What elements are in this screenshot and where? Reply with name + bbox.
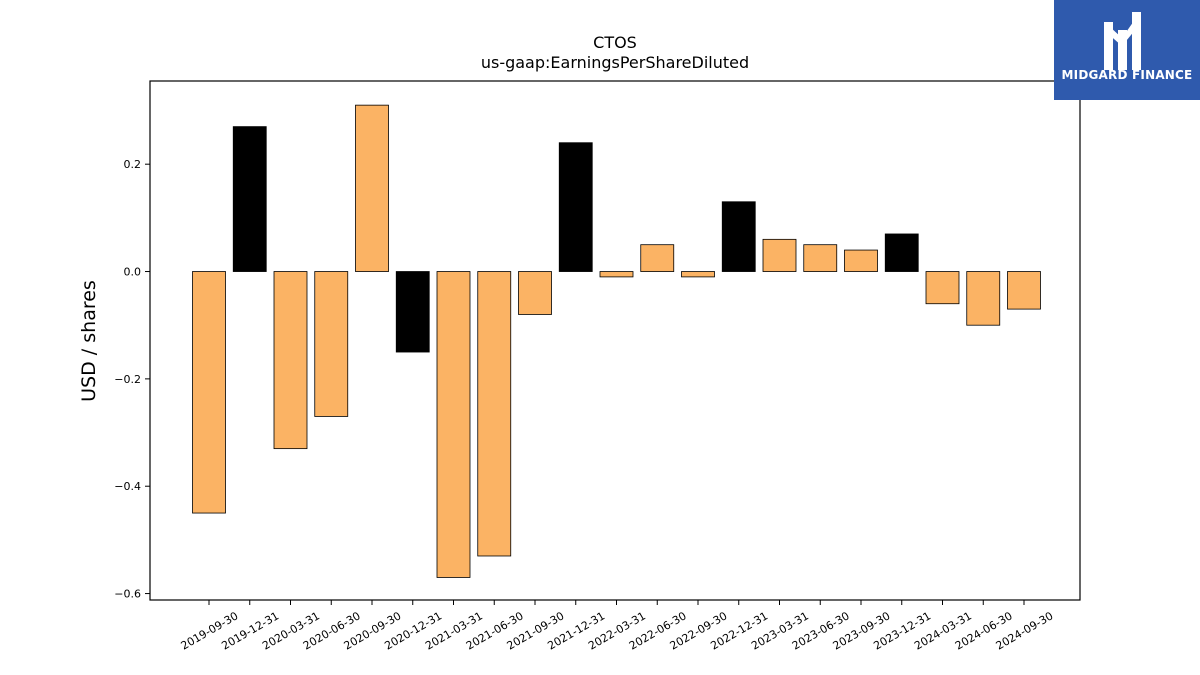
bar-2020-03-31 xyxy=(273,271,308,450)
bar-2020-09-30 xyxy=(355,104,389,272)
bar-2021-06-30 xyxy=(477,271,512,557)
brand-logo: MIDGARD FINANCE xyxy=(1054,0,1200,100)
bar-2019-12-31 xyxy=(232,126,267,272)
plot-frame xyxy=(149,80,1081,601)
bar-2022-12-31 xyxy=(721,201,756,272)
y-tick-label: −0.6 xyxy=(114,588,141,601)
bar-2023-06-30 xyxy=(803,244,838,272)
bar-2022-09-30 xyxy=(681,271,715,278)
bar-2021-12-31 xyxy=(558,142,593,272)
chart-subtitle: us-gaap:EarningsPerShareDiluted xyxy=(481,53,749,72)
logo-mark-icon xyxy=(1104,12,1141,70)
bar-2024-03-31 xyxy=(925,271,960,305)
y-axis-label: USD / shares xyxy=(78,280,100,402)
bar-2022-03-31 xyxy=(599,271,634,278)
logo-text: MIDGARD FINANCE xyxy=(1061,68,1193,82)
y-tick-label: −0.4 xyxy=(114,480,141,493)
x-ticks-group: 2019-09-302019-12-312020-03-312020-06-30… xyxy=(179,600,1056,653)
bar-2020-12-31 xyxy=(395,271,430,353)
bar-2020-06-30 xyxy=(314,271,349,417)
bar-2023-12-31 xyxy=(884,233,919,272)
bar-2024-06-30 xyxy=(966,271,1001,326)
chart-title: CTOS xyxy=(593,33,637,52)
bar-2022-06-30 xyxy=(640,244,675,272)
bar-2023-09-30 xyxy=(844,249,878,272)
bar-2019-09-30 xyxy=(192,271,226,514)
bar-2021-09-30 xyxy=(518,271,552,315)
y-tick-label: 0.2 xyxy=(124,158,142,171)
y-tick-label: 0.0 xyxy=(124,266,142,279)
y-ticks-group: 0.2 0.0 −0.2 −0.4 −0.6 xyxy=(114,158,150,601)
bar-2024-09-30 xyxy=(1007,271,1041,310)
bar-2021-03-31 xyxy=(436,271,471,578)
bar-2023-03-31 xyxy=(762,238,797,272)
bars-group xyxy=(192,104,1041,578)
y-tick-label: −0.2 xyxy=(114,373,141,386)
